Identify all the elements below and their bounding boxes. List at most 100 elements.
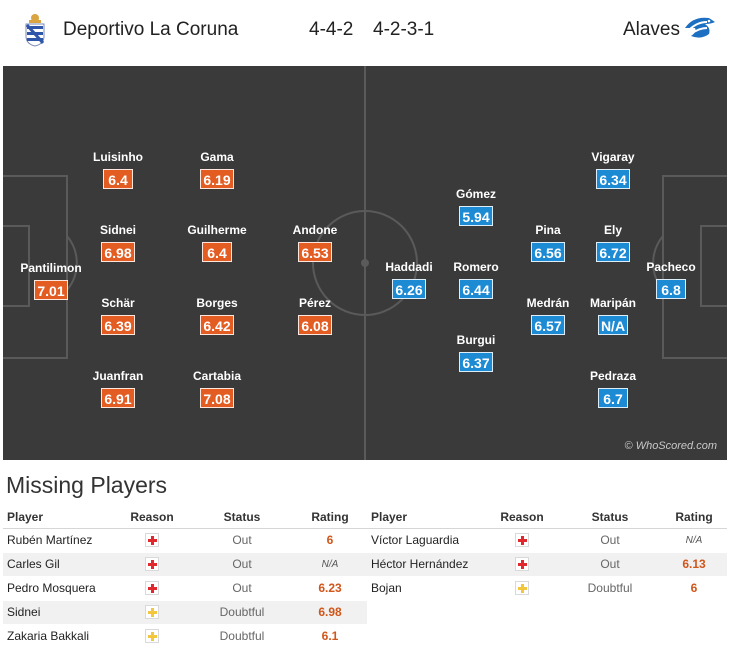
- home-player-perez[interactable]: Pérez 6.08: [280, 296, 350, 336]
- player-rating: 6.91: [101, 388, 135, 408]
- missing-rating: N/A: [661, 528, 727, 553]
- missing-player-name[interactable]: Carles Gil: [3, 552, 113, 577]
- player-name: Pacheco: [646, 260, 696, 274]
- missing-player-name[interactable]: Pedro Mosquera: [3, 576, 113, 601]
- column-header-reason: Reason: [485, 506, 559, 529]
- table-row: Bojan Doubtful 6: [367, 576, 727, 601]
- column-header-rating: Rating: [293, 506, 367, 529]
- player-name: Maripán: [589, 296, 636, 310]
- missing-player-name[interactable]: Víctor Laguardia: [367, 528, 485, 553]
- injury-cross-icon: [145, 533, 159, 548]
- player-name: Pérez: [298, 296, 332, 310]
- missing-rating: 6.1: [293, 624, 367, 649]
- pitch-markings: [3, 66, 727, 460]
- doubtful-cross-icon: [515, 581, 529, 596]
- player-rating: 6.39: [101, 315, 135, 335]
- away-player-romero[interactable]: Romero 6.44: [441, 260, 511, 300]
- column-header-reason: Reason: [113, 506, 191, 529]
- table-row: Carles Gil Out N/A: [3, 552, 367, 577]
- missing-player-name[interactable]: Héctor Hernández: [367, 552, 485, 577]
- away-team-name[interactable]: Alaves: [622, 19, 680, 40]
- home-player-sidnei[interactable]: Sidnei 6.98: [83, 223, 153, 263]
- home-player-schar[interactable]: Schär 6.39: [83, 296, 153, 336]
- table-row: Víctor Laguardia Out N/A: [367, 528, 727, 553]
- table-row: Rubén Martínez Out 6: [3, 528, 367, 553]
- home-player-pantilimon[interactable]: Pantilimon 7.01: [16, 261, 86, 301]
- player-rating: 6.4: [103, 169, 133, 189]
- player-rating: 7.08: [200, 388, 234, 408]
- player-name: Pantilimon: [20, 261, 82, 275]
- player-name: Haddadi: [385, 260, 433, 274]
- injury-cross-icon: [145, 557, 159, 572]
- away-player-gomez[interactable]: Gómez 5.94: [441, 187, 511, 227]
- away-player-ely[interactable]: Ely 6.72: [578, 223, 648, 263]
- player-rating: 6.57: [531, 315, 565, 335]
- player-rating: 6.42: [200, 315, 234, 335]
- home-player-borges[interactable]: Borges 6.42: [182, 296, 252, 336]
- deportivo-crest-icon: [25, 14, 45, 47]
- missing-reason: [485, 528, 559, 553]
- player-rating: 5.94: [459, 206, 493, 226]
- missing-player-name[interactable]: Sidnei: [3, 600, 113, 625]
- missing-player-name[interactable]: Zakaria Bakkali: [3, 624, 113, 649]
- home-player-gama[interactable]: Gama 6.19: [182, 150, 252, 190]
- missing-rating: 6.23: [293, 576, 367, 601]
- missing-rating: 6: [661, 576, 727, 601]
- missing-reason: [113, 528, 191, 553]
- missing-status: Out: [191, 576, 293, 601]
- doubtful-cross-icon: [145, 605, 159, 620]
- away-player-pacheco[interactable]: Pacheco 6.8: [636, 260, 706, 300]
- whoscored-watermark: © WhoScored.com: [624, 440, 717, 452]
- table-row: Zakaria Bakkali Doubtful 6.1: [3, 624, 367, 649]
- alaves-crest-icon: [685, 17, 715, 38]
- player-name: Juanfran: [92, 369, 144, 383]
- home-player-juanfran[interactable]: Juanfran 6.91: [83, 369, 153, 409]
- missing-reason: [113, 600, 191, 625]
- player-name: Ely: [603, 223, 622, 237]
- player-name: Guilherme: [187, 223, 247, 237]
- player-name: Pina: [535, 223, 561, 237]
- away-player-medran[interactable]: Medrán 6.57: [513, 296, 583, 336]
- home-player-guilherme[interactable]: Guilherme 6.4: [182, 223, 252, 263]
- column-header-status: Status: [191, 506, 293, 529]
- doubtful-cross-icon: [145, 629, 159, 644]
- home-player-cartabia[interactable]: Cartabia 7.08: [182, 369, 252, 409]
- pitch: Pantilimon 7.01 Luisinho 6.4 Sidnei 6.98…: [3, 66, 727, 460]
- away-missing-table: Player Reason Status Rating Víctor Lagua…: [367, 506, 727, 601]
- missing-reason: [113, 576, 191, 601]
- home-player-andone[interactable]: Andone 6.53: [280, 223, 350, 263]
- player-name: Pedraza: [589, 369, 637, 383]
- player-name: Schär: [101, 296, 135, 310]
- away-player-haddadi[interactable]: Haddadi 6.26: [374, 260, 444, 300]
- missing-status: Doubtful: [191, 624, 293, 649]
- home-missing-table: Player Reason Status Rating Rubén Martín…: [3, 506, 367, 649]
- table-row: Pedro Mosquera Out 6.23: [3, 576, 367, 601]
- missing-status: Out: [191, 552, 293, 577]
- player-rating: 6.98: [101, 242, 135, 262]
- missing-player-name[interactable]: Rubén Martínez: [3, 528, 113, 553]
- away-player-pedraza[interactable]: Pedraza 6.7: [578, 369, 648, 409]
- player-name: Vigaray: [591, 150, 635, 164]
- missing-rating: 6.13: [661, 552, 727, 577]
- player-name: Medrán: [526, 296, 570, 310]
- home-team-name[interactable]: Deportivo La Coruna: [63, 19, 239, 40]
- away-player-pina[interactable]: Pina 6.56: [513, 223, 583, 263]
- table-header-row: Player Reason Status Rating: [367, 506, 727, 529]
- match-header: Deportivo La Coruna 4-4-2 4-2-3-1 Alaves: [0, 0, 730, 62]
- away-player-vigaray[interactable]: Vigaray 6.34: [578, 150, 648, 190]
- player-rating: 6.56: [531, 242, 565, 262]
- player-rating: 6.19: [200, 169, 234, 189]
- home-player-luisinho[interactable]: Luisinho 6.4: [83, 150, 153, 190]
- player-name: Sidnei: [99, 223, 136, 237]
- injury-cross-icon: [515, 533, 529, 548]
- column-header-status: Status: [559, 506, 661, 529]
- table-header-row: Player Reason Status Rating: [3, 506, 367, 529]
- missing-player-name[interactable]: Bojan: [367, 576, 485, 601]
- player-name: Borges: [196, 296, 238, 310]
- player-name: Gómez: [455, 187, 496, 201]
- away-player-maripan[interactable]: Maripán N/A: [578, 296, 648, 336]
- injury-cross-icon: [145, 581, 159, 596]
- player-rating: 6.08: [298, 315, 332, 335]
- missing-reason: [485, 576, 559, 601]
- away-player-burgui[interactable]: Burgui 6.37: [441, 333, 511, 373]
